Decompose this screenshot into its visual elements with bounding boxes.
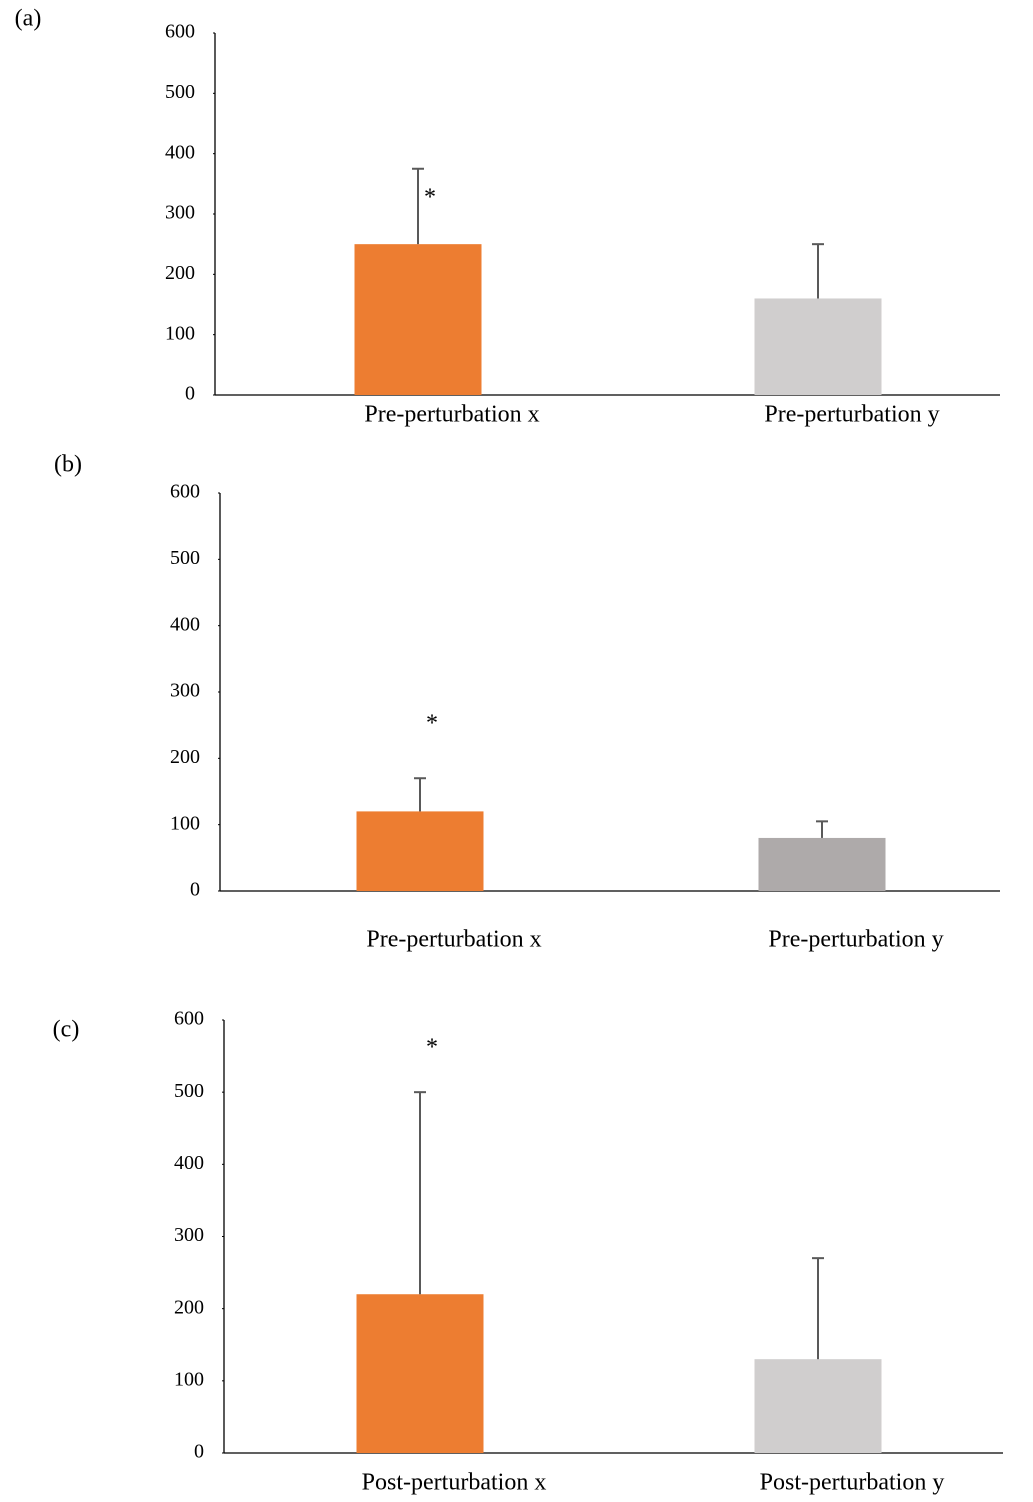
- y-tick-label: 400: [174, 1152, 204, 1174]
- x-tick-label: Pre-perturbation y: [768, 927, 943, 953]
- y-tick-label: 500: [170, 547, 200, 569]
- y-tick-label: 300: [165, 202, 195, 224]
- x-tick-label: Pre-perturbation y: [764, 402, 939, 428]
- y-tick-label: 0: [194, 1441, 204, 1463]
- x-tick-label: Pre-perturbation x: [364, 402, 539, 428]
- y-tick-label: 500: [165, 81, 195, 103]
- y-tick-label: 200: [174, 1296, 204, 1318]
- y-tick-label: 100: [170, 812, 200, 834]
- bar: [354, 244, 482, 395]
- panel-label: (a): [15, 6, 42, 32]
- y-tick-label: 400: [170, 613, 200, 635]
- x-tick-label: Post-perturbation x: [362, 1470, 547, 1496]
- x-tick-label: Post-perturbation y: [760, 1470, 945, 1496]
- bar: [754, 298, 882, 395]
- y-tick-label: 0: [185, 383, 195, 405]
- bar: [356, 1294, 484, 1453]
- annotation: *: [426, 711, 438, 737]
- y-tick-label: 300: [174, 1224, 204, 1246]
- annotation: *: [424, 184, 436, 210]
- y-tick-label: 600: [174, 1008, 204, 1030]
- annotation: *: [426, 1034, 438, 1060]
- y-tick-label: 400: [165, 141, 195, 163]
- y-tick-label: 100: [174, 1368, 204, 1390]
- y-tick-label: 600: [170, 481, 200, 503]
- y-tick-label: 0: [190, 879, 200, 901]
- panel-label: (b): [54, 452, 82, 478]
- x-tick-label: Pre-perturbation x: [366, 927, 541, 953]
- y-tick-label: 200: [170, 746, 200, 768]
- panel-label: (c): [53, 1017, 80, 1043]
- bar: [758, 837, 886, 891]
- y-tick-label: 600: [165, 21, 195, 43]
- bar: [754, 1359, 882, 1453]
- y-tick-label: 500: [174, 1080, 204, 1102]
- y-tick-label: 200: [165, 262, 195, 284]
- y-tick-label: 100: [165, 322, 195, 344]
- bar: [356, 811, 484, 891]
- y-tick-label: 300: [170, 680, 200, 702]
